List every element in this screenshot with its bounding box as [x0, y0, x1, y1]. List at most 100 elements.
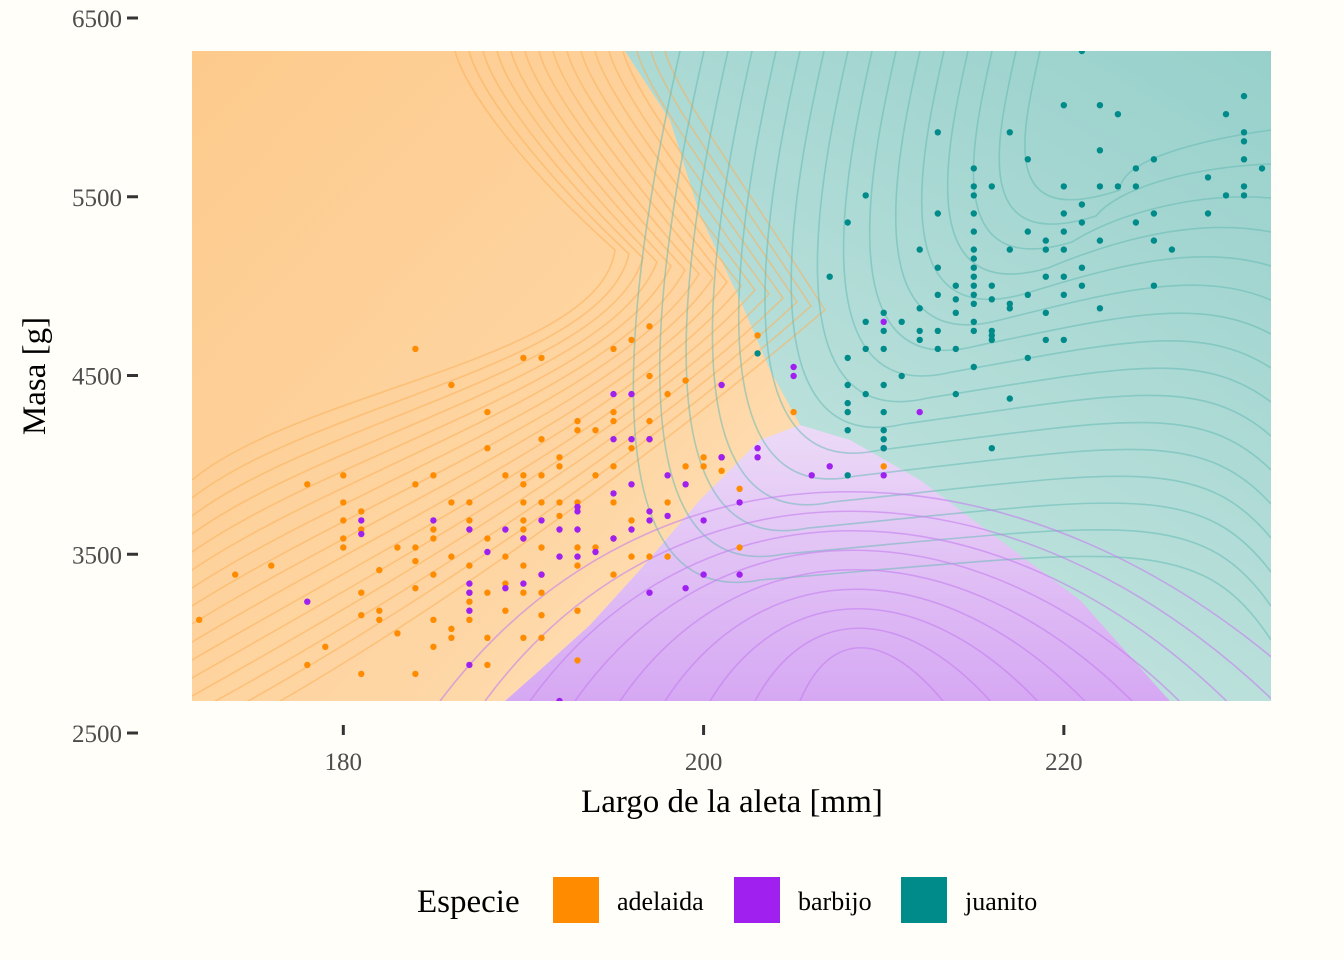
point-juanito — [934, 129, 941, 136]
legend-title: Especie — [417, 884, 520, 920]
y-tick-label: 6500 — [72, 6, 122, 33]
point-adelaida — [736, 544, 743, 551]
point-barbijo — [574, 553, 581, 560]
point-barbijo — [880, 472, 887, 479]
contour-juanito — [920, 51, 1271, 301]
contour-adelaida — [192, 51, 686, 571]
contour-juanito — [685, 51, 1271, 573]
contour-juanito — [842, 51, 1271, 377]
point-barbijo — [646, 517, 653, 524]
point-adelaida — [574, 657, 581, 664]
point-adelaida — [412, 557, 419, 565]
point-juanito — [844, 381, 851, 389]
point-barbijo — [790, 372, 797, 380]
region-barbijo — [505, 425, 1170, 701]
point-barbijo — [574, 508, 581, 515]
point-juanito — [880, 327, 887, 335]
y-tick-label: 3500 — [72, 542, 122, 569]
point-juanito — [880, 445, 887, 452]
contour-adelaida — [192, 51, 616, 481]
point-adelaida — [466, 598, 473, 605]
point-adelaida — [484, 589, 491, 596]
point-juanito — [1240, 129, 1248, 136]
point-juanito — [862, 390, 869, 398]
point-juanito — [862, 318, 869, 325]
point-juanito — [1060, 210, 1068, 217]
point-barbijo — [736, 571, 743, 578]
point-adelaida — [376, 616, 383, 623]
point-juanito — [1258, 165, 1266, 172]
point-adelaida — [646, 417, 653, 425]
point-barbijo — [646, 508, 653, 515]
x-tick-label: 220 — [1045, 749, 1083, 776]
point-juanito — [1240, 138, 1248, 145]
point-juanito — [1096, 237, 1104, 244]
point-adelaida — [556, 512, 563, 520]
contour-adelaida — [192, 51, 715, 607]
point-adelaida — [646, 553, 653, 560]
point-barbijo — [718, 454, 725, 461]
point-juanito — [898, 372, 905, 380]
point-juanito — [916, 305, 923, 312]
point-juanito — [1060, 336, 1068, 344]
point-juanito — [1114, 183, 1122, 190]
point-barbijo — [664, 512, 671, 520]
point-adelaida — [628, 336, 635, 344]
point-adelaida — [448, 381, 455, 389]
point-juanito — [1078, 264, 1086, 271]
point-juanito — [934, 291, 941, 298]
point-adelaida — [628, 553, 635, 560]
point-barbijo — [592, 548, 599, 556]
point-barbijo — [754, 445, 761, 452]
point-adelaida — [520, 562, 527, 569]
point-adelaida — [556, 454, 563, 461]
point-adelaida — [430, 643, 437, 650]
point-barbijo — [430, 517, 437, 524]
point-adelaida — [358, 526, 365, 533]
point-adelaida — [592, 544, 599, 551]
point-adelaida — [610, 417, 617, 425]
point-adelaida — [430, 616, 437, 623]
contour-juanito — [737, 51, 1271, 505]
point-adelaida — [538, 472, 545, 479]
point-adelaida — [628, 445, 635, 452]
point-juanito — [1240, 156, 1248, 163]
point-adelaida — [664, 553, 671, 560]
point-adelaida — [484, 408, 491, 416]
point-adelaida — [502, 553, 509, 560]
point-juanito — [970, 327, 977, 335]
contour-barbijo — [619, 569, 1133, 701]
point-adelaida — [394, 630, 401, 637]
point-adelaida — [574, 562, 581, 569]
point-juanito — [1132, 183, 1140, 190]
point-adelaida — [556, 463, 563, 470]
contour-juanito — [659, 51, 1271, 607]
point-juanito — [916, 246, 923, 253]
point-juanito — [970, 273, 977, 280]
y-axis-title: Masa [g] — [17, 317, 53, 435]
point-juanito — [862, 345, 869, 353]
point-adelaida — [304, 661, 311, 669]
point-barbijo — [556, 697, 563, 701]
point-adelaida — [610, 408, 617, 416]
point-juanito — [1150, 282, 1158, 289]
point-juanito — [952, 282, 959, 289]
point-barbijo — [556, 526, 563, 533]
point-adelaida — [466, 616, 473, 623]
point-adelaida — [232, 571, 239, 578]
point-juanito — [970, 264, 977, 271]
point-adelaida — [268, 562, 275, 569]
legend-label-adelaida: adelaida — [617, 887, 704, 916]
point-juanito — [988, 282, 995, 289]
x-axis: 180 200 220 — [325, 725, 1083, 776]
contour-juanito — [764, 51, 1271, 471]
point-juanito — [1078, 201, 1086, 208]
y-tick-label: 4500 — [72, 364, 122, 391]
point-juanito — [1006, 246, 1013, 253]
point-adelaida — [358, 589, 365, 596]
point-juanito — [934, 264, 941, 271]
point-barbijo — [916, 408, 923, 416]
x-tick-label: 180 — [325, 749, 363, 776]
point-adelaida — [700, 454, 707, 461]
point-adelaida — [412, 345, 419, 353]
